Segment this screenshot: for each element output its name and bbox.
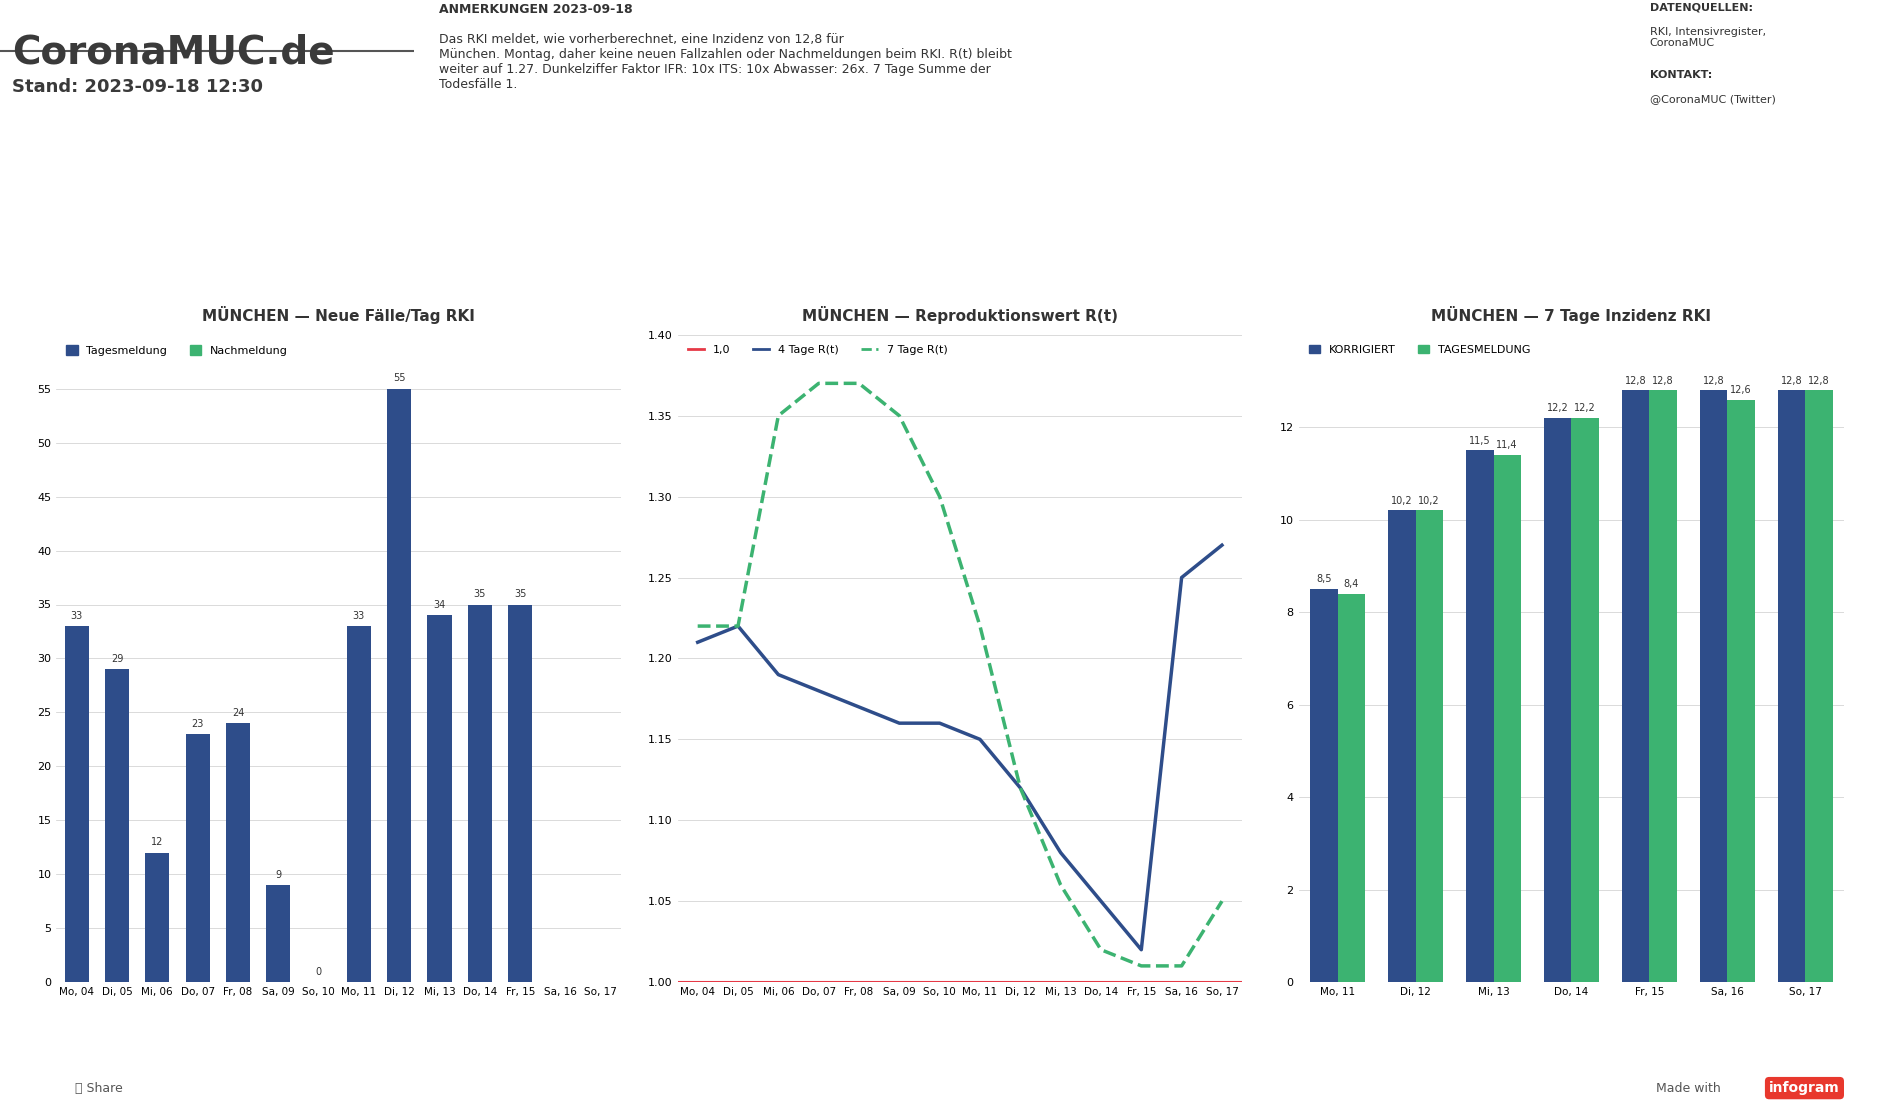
Text: 12,2: 12,2	[1547, 403, 1570, 413]
Bar	[427, 615, 452, 982]
Text: 12,8: 12,8	[1809, 376, 1829, 386]
Bar	[346, 626, 371, 982]
Text: 10/10/26: 10/10/26	[1037, 193, 1159, 218]
Text: 12,8: 12,8	[1703, 376, 1724, 386]
Legend: KORRIGIERT, TAGESMELDUNG: KORRIGIERT, TAGESMELDUNG	[1304, 340, 1534, 359]
Title: MÜNCHEN — Reproduktionswert R(t): MÜNCHEN — Reproduktionswert R(t)	[802, 306, 1118, 324]
Bar	[186, 734, 209, 982]
Text: 23: 23	[192, 719, 203, 729]
Text: 12,8: 12,8	[1688, 191, 1763, 220]
Text: Made with: Made with	[1656, 1081, 1720, 1095]
Text: k.A.: k.A.	[437, 191, 504, 220]
Text: * RKI Zahlen zu Inzidenz, Fallzahlen, Nachmeldungen und Todesfällen: Dienstag bi: * RKI Zahlen zu Inzidenz, Fallzahlen, Na…	[444, 1041, 1438, 1057]
Text: RKI, Intensivregister,
CoronaMUC: RKI, Intensivregister, CoronaMUC	[1649, 27, 1765, 48]
Legend: Tagesmeldung, Nachmeldung: Tagesmeldung, Nachmeldung	[62, 340, 292, 360]
Text: 24: 24	[231, 708, 245, 718]
Text: 12,8: 12,8	[1780, 376, 1803, 386]
Text: @CoronaMUC (Twitter): @CoronaMUC (Twitter)	[1649, 94, 1775, 104]
Text: MÜNCHEN   VERÄNDERUNG: MÜNCHEN VERÄNDERUNG	[713, 268, 856, 278]
Bar	[1389, 510, 1415, 982]
Legend: 1,0, 4 Tage R(t), 7 Tage R(t): 1,0, 4 Tage R(t), 7 Tage R(t)	[683, 340, 952, 359]
Text: REPRODUKTIONSWERT: REPRODUKTIONSWERT	[1340, 148, 1483, 158]
Bar	[1699, 391, 1728, 982]
Text: Täglich: Täglich	[1080, 294, 1116, 304]
Text: TODESFÄLLE: TODESFÄLLE	[431, 148, 510, 158]
Text: 9: 9	[275, 869, 280, 879]
Text: 11,4: 11,4	[1496, 441, 1519, 451]
Text: Das RKI meldet, wie vorherberechnet, eine Inzidenz von 12,8 für
München. Montag,: Das RKI meldet, wie vorherberechnet, ein…	[439, 33, 1011, 92]
Bar	[1622, 391, 1649, 982]
Bar	[1728, 400, 1754, 982]
Bar	[1805, 391, 1833, 982]
Title: MÜNCHEN — 7 Tage Inzidenz RKI: MÜNCHEN — 7 Tage Inzidenz RKI	[1432, 306, 1711, 324]
Text: Quelle: CoronaMUC: Quelle: CoronaMUC	[1361, 268, 1462, 278]
Text: KONTAKT:: KONTAKT:	[1649, 69, 1713, 79]
Text: 8,5: 8,5	[1316, 575, 1332, 585]
Text: BESTÄTIGTE FÄLLE: BESTÄTIGTE FÄLLE	[100, 148, 215, 158]
Text: CoronaMUC.de: CoronaMUC.de	[13, 33, 335, 71]
Text: INTENSIVBETTENBELEGUNG: INTENSIVBETTENBELEGUNG	[696, 148, 871, 158]
Text: 12,8: 12,8	[1624, 376, 1647, 386]
Bar	[1778, 391, 1805, 982]
Text: INZIDENZ RKI: INZIDENZ RKI	[1683, 148, 1767, 158]
Text: 33: 33	[70, 610, 83, 620]
Text: 12,8: 12,8	[1652, 376, 1673, 386]
Text: 34: 34	[433, 600, 446, 609]
Bar	[1338, 594, 1364, 982]
Bar	[1543, 418, 1571, 982]
Text: 29: 29	[111, 654, 122, 664]
Text: Di–Sa.*: Di–Sa.*	[452, 294, 489, 304]
Text: 12,2: 12,2	[1573, 403, 1596, 413]
Text: 10,2: 10,2	[1391, 496, 1413, 506]
Bar	[1415, 510, 1443, 982]
Bar	[64, 626, 88, 982]
Bar	[226, 723, 250, 982]
Bar	[508, 605, 533, 982]
Bar	[469, 605, 491, 982]
Bar	[1571, 418, 1598, 982]
Text: Gesamt: 2.655: Gesamt: 2.655	[431, 268, 510, 278]
Bar	[1466, 451, 1494, 982]
Bar	[1494, 455, 1521, 982]
Text: Täglich: Täglich	[1393, 294, 1430, 304]
Text: 0: 0	[316, 966, 322, 976]
Text: DUNKELZIFFER FAKTOR: DUNKELZIFFER FAKTOR	[1024, 148, 1171, 158]
Text: DATENQUELLEN:: DATENQUELLEN:	[1649, 2, 1752, 12]
Text: ANMERKUNGEN 2023-09-18: ANMERKUNGEN 2023-09-18	[439, 2, 632, 16]
Text: Di–Sa.*: Di–Sa.*	[137, 294, 175, 304]
Text: 12: 12	[151, 837, 164, 847]
Bar	[145, 853, 169, 982]
Text: infogram: infogram	[1769, 1081, 1841, 1095]
Bar	[388, 388, 412, 982]
Text: IFR/ITS/Abwasser basiert: IFR/ITS/Abwasser basiert	[1033, 268, 1163, 278]
Text: Di–Sa.*: Di–Sa.*	[1707, 294, 1745, 304]
Title: MÜNCHEN — Neue Fälle/Tag RKI: MÜNCHEN — Neue Fälle/Tag RKI	[203, 306, 474, 324]
Text: k.A.: k.A.	[122, 191, 190, 220]
Text: 8,4: 8,4	[1344, 579, 1359, 589]
Text: 11   +/-0: 11 +/-0	[725, 193, 843, 218]
Bar	[105, 670, 130, 982]
Bar	[1310, 589, 1338, 982]
Text: ⬛ Share: ⬛ Share	[75, 1081, 122, 1095]
Text: 12,6: 12,6	[1730, 385, 1752, 395]
Text: 33: 33	[352, 610, 365, 620]
Text: Täglich: Täglich	[766, 294, 802, 304]
Text: 35: 35	[474, 589, 486, 599]
Bar	[1649, 391, 1677, 982]
Text: 35: 35	[514, 589, 527, 599]
Text: 11,5: 11,5	[1470, 435, 1491, 445]
Text: Stand: 2023-09-18 12:30: Stand: 2023-09-18 12:30	[13, 78, 263, 96]
Text: 55: 55	[393, 374, 405, 384]
Bar	[265, 885, 290, 982]
Text: Gesamt: 722.531: Gesamt: 722.531	[111, 268, 201, 278]
Text: 10,2: 10,2	[1419, 496, 1440, 506]
Text: 1,27 ▶: 1,27 ▶	[1357, 191, 1466, 220]
